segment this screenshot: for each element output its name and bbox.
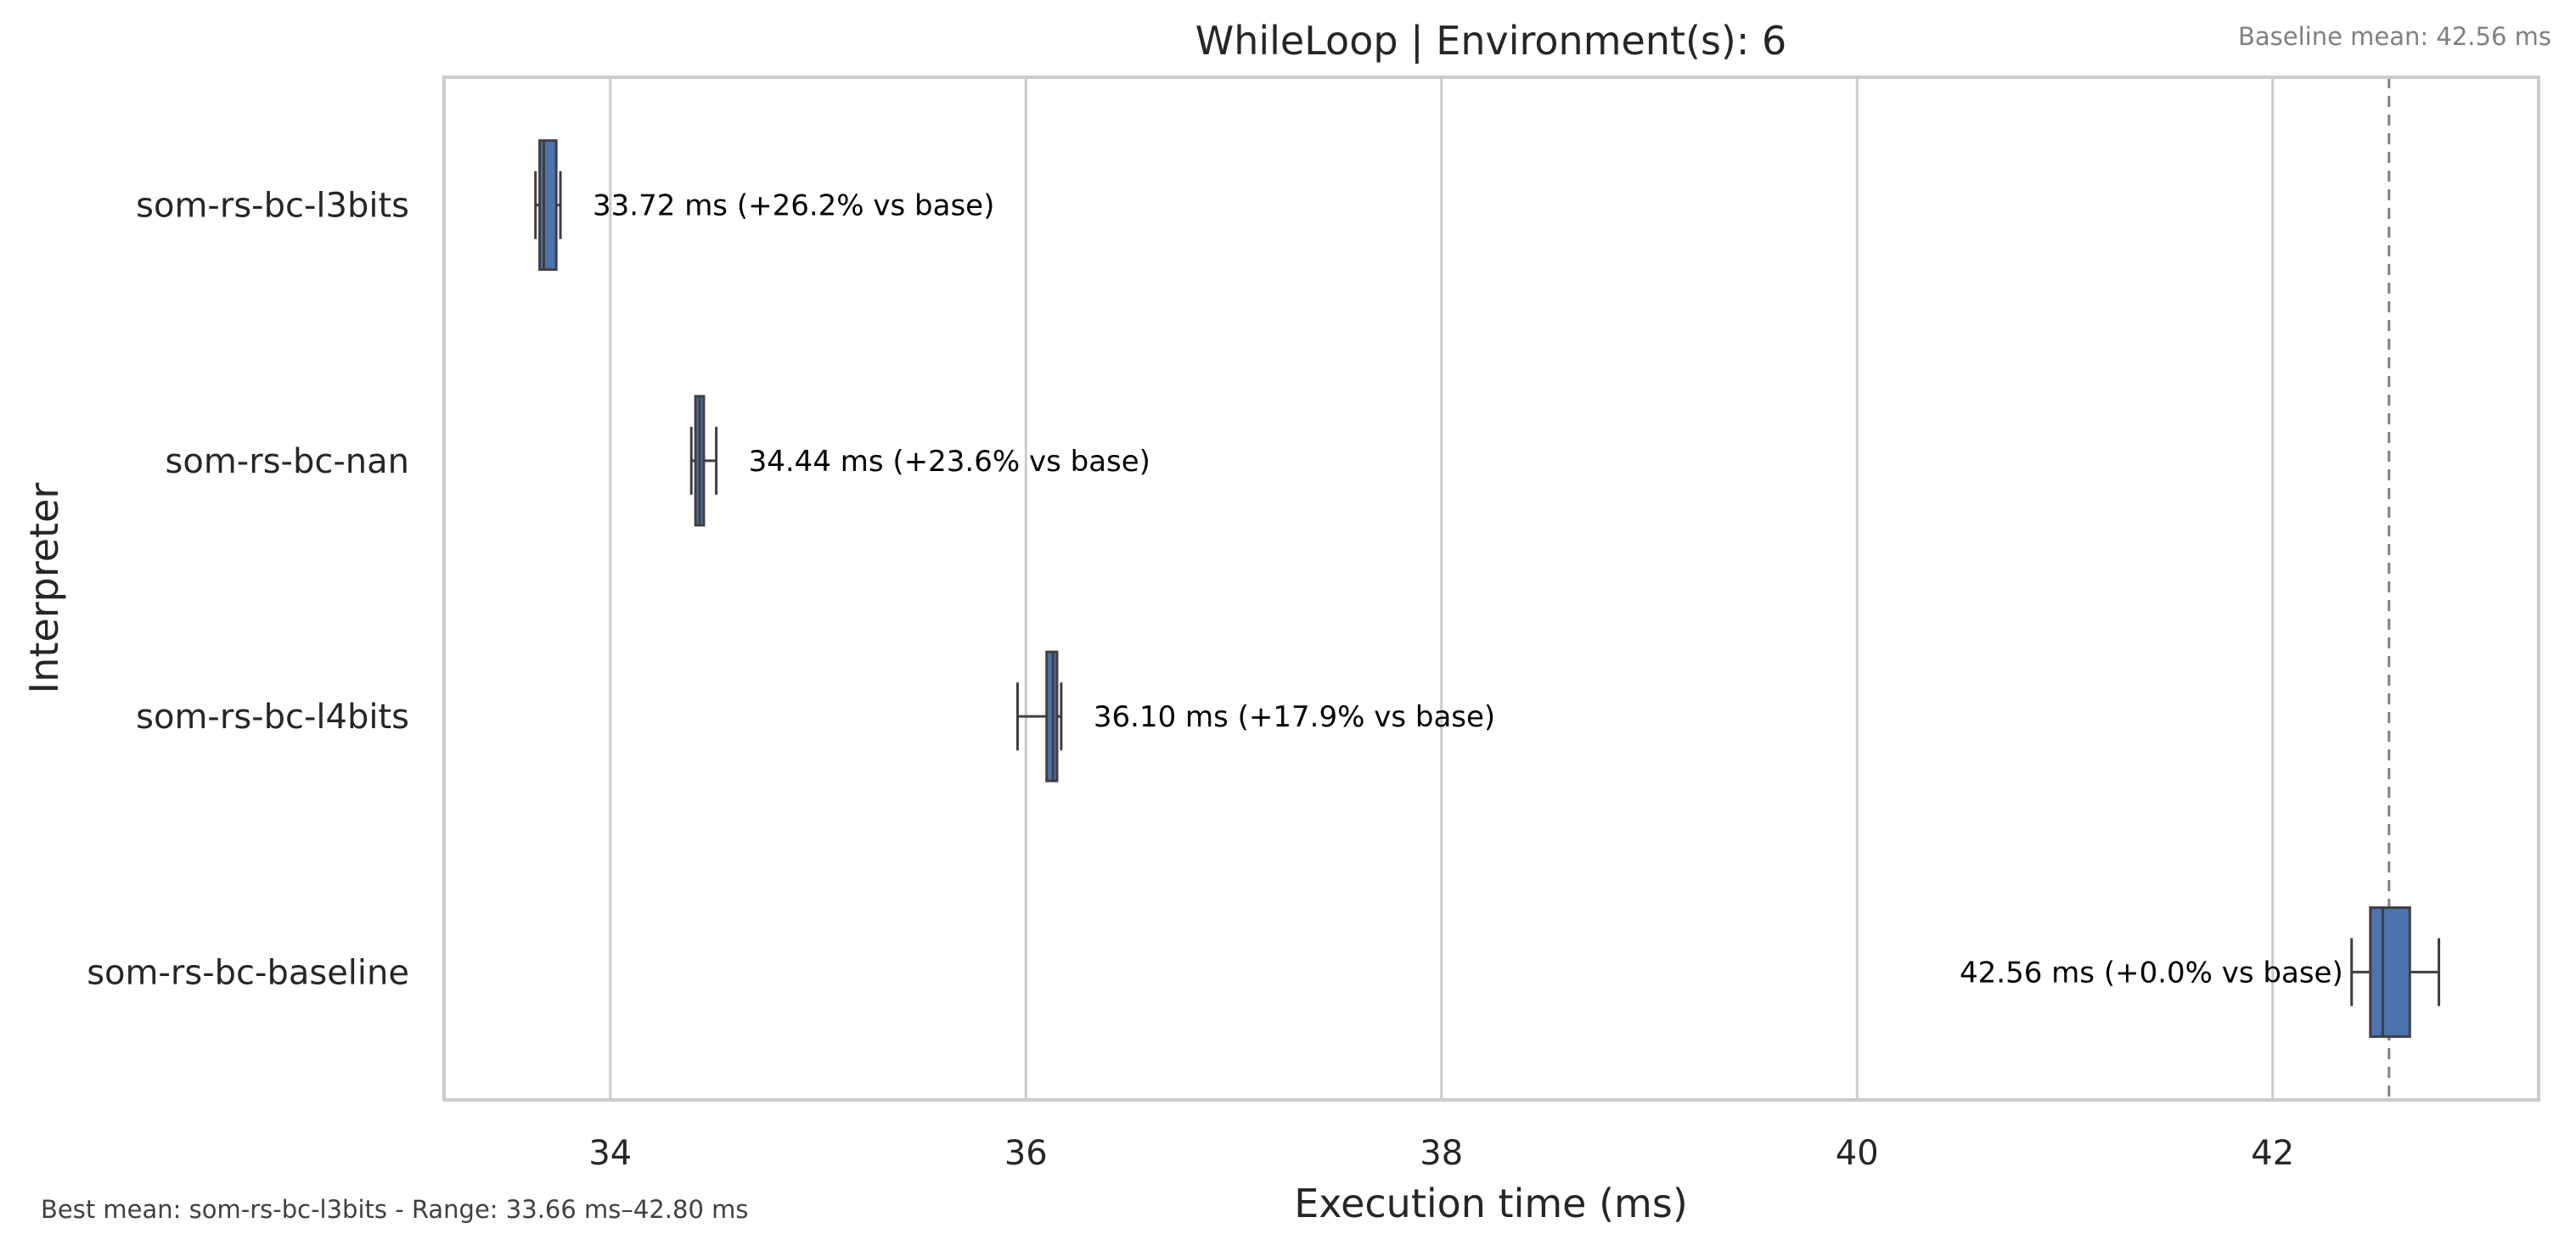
data-label-som-rs-bc-l3bits: 33.72 ms (+26.2% vs base) — [593, 189, 994, 223]
data-label-som-rs-bc-nan: 34.44 ms (+23.6% vs base) — [749, 445, 1150, 479]
box-som-rs-bc-nan — [689, 395, 718, 527]
x-axis-ticks: 34 36 38 40 42 — [588, 1134, 2294, 1173]
category-label-som-rs-bc-baseline: som-rs-bc-baseline — [87, 953, 409, 992]
box-iqr — [2369, 906, 2411, 1038]
category-label-som-rs-bc-l3bits: som-rs-bc-l3bits — [136, 187, 409, 226]
x-tick-label-34: 34 — [588, 1134, 632, 1173]
grid-lines — [609, 77, 2275, 1100]
x-tick-label-38: 38 — [1420, 1134, 1463, 1173]
y-axis-title: Interpreter — [21, 483, 67, 694]
x-axis-title: Execution time (ms) — [1294, 1181, 1688, 1226]
data-labels: 33.72 ms (+26.2% vs base) 34.44 ms (+23.6… — [593, 189, 2343, 990]
x-tick-label-40: 40 — [1836, 1134, 1879, 1173]
category-label-som-rs-bc-nan: som-rs-bc-nan — [166, 442, 409, 481]
x-tick-label-42: 42 — [2251, 1134, 2294, 1173]
category-label-som-rs-bc-l4bits: som-rs-bc-l4bits — [136, 698, 409, 737]
data-label-som-rs-bc-baseline: 42.56 ms (+0.0% vs base) — [1960, 956, 2343, 990]
box-iqr — [538, 139, 558, 272]
footer-note: Best mean: som-rs-bc-l3bits - Range: 33.… — [41, 1195, 749, 1224]
plot-frame — [442, 76, 2540, 1102]
box-som-rs-bc-baseline — [2350, 906, 2441, 1038]
y-axis-category-labels: som-rs-bc-l3bits som-rs-bc-nan som-rs-bc-l… — [87, 187, 409, 993]
boxes — [534, 139, 2441, 1038]
chart-title: WhileLoop | Environment(s): 6 — [1195, 18, 1787, 65]
box-som-rs-bc-l3bits — [534, 139, 562, 272]
box-som-rs-bc-l4bits — [1015, 650, 1063, 783]
x-tick-label-36: 36 — [1004, 1134, 1048, 1173]
data-label-som-rs-bc-l4bits: 36.10 ms (+17.9% vs base) — [1094, 700, 1495, 734]
baseline-mean-note: Baseline mean: 42.56 ms — [2238, 22, 2551, 51]
